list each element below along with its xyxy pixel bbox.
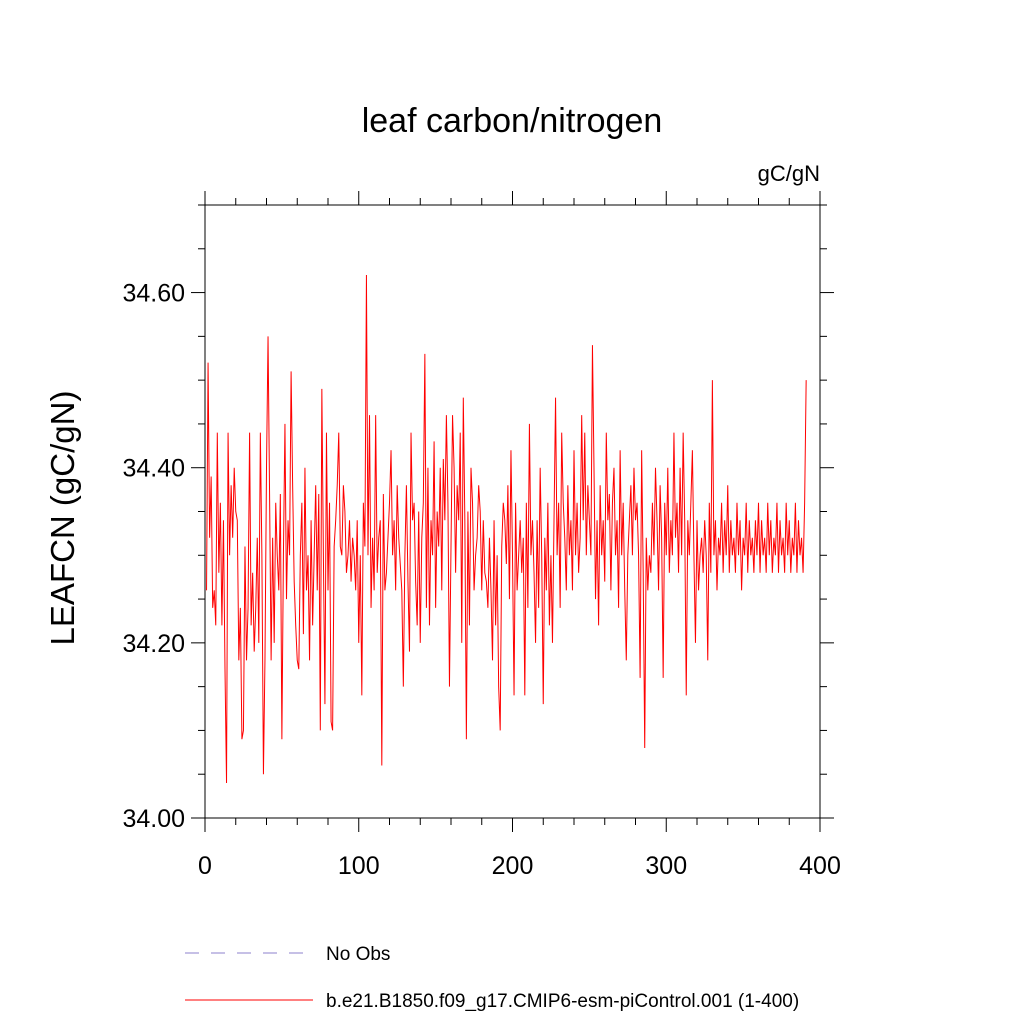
x-tick-label: 400 [799, 852, 841, 880]
axes-layer: 34.00 34.20 34.40 34.60 0 100 200 300 400 [122, 191, 841, 880]
y-tick-label: 34.20 [122, 630, 185, 658]
y-axis-label: LEAFCN (gC/gN) [44, 391, 81, 646]
y-tick-label: 34.00 [122, 805, 185, 833]
y-tick-label: 34.60 [122, 280, 185, 308]
legend: No Obs b.e21.B1850.f09_g17.CMIP6-esm-piCo… [185, 944, 799, 1012]
legend-label-0: No Obs [326, 944, 390, 965]
legend-label-1: b.e21.B1850.f09_g17.CMIP6-esm-piControl.… [326, 991, 799, 1012]
x-tick-label: 100 [338, 852, 380, 880]
series-layer [206, 275, 807, 783]
x-tick-label: 0 [198, 852, 212, 880]
units-label: gC/gN [758, 161, 820, 186]
chart-title: leaf carbon/nitrogen [362, 102, 663, 140]
x-tick-label: 300 [645, 852, 687, 880]
series-line-0 [206, 275, 807, 783]
y-tick-label: 34.40 [122, 455, 185, 483]
x-tick-label: 200 [492, 852, 534, 880]
